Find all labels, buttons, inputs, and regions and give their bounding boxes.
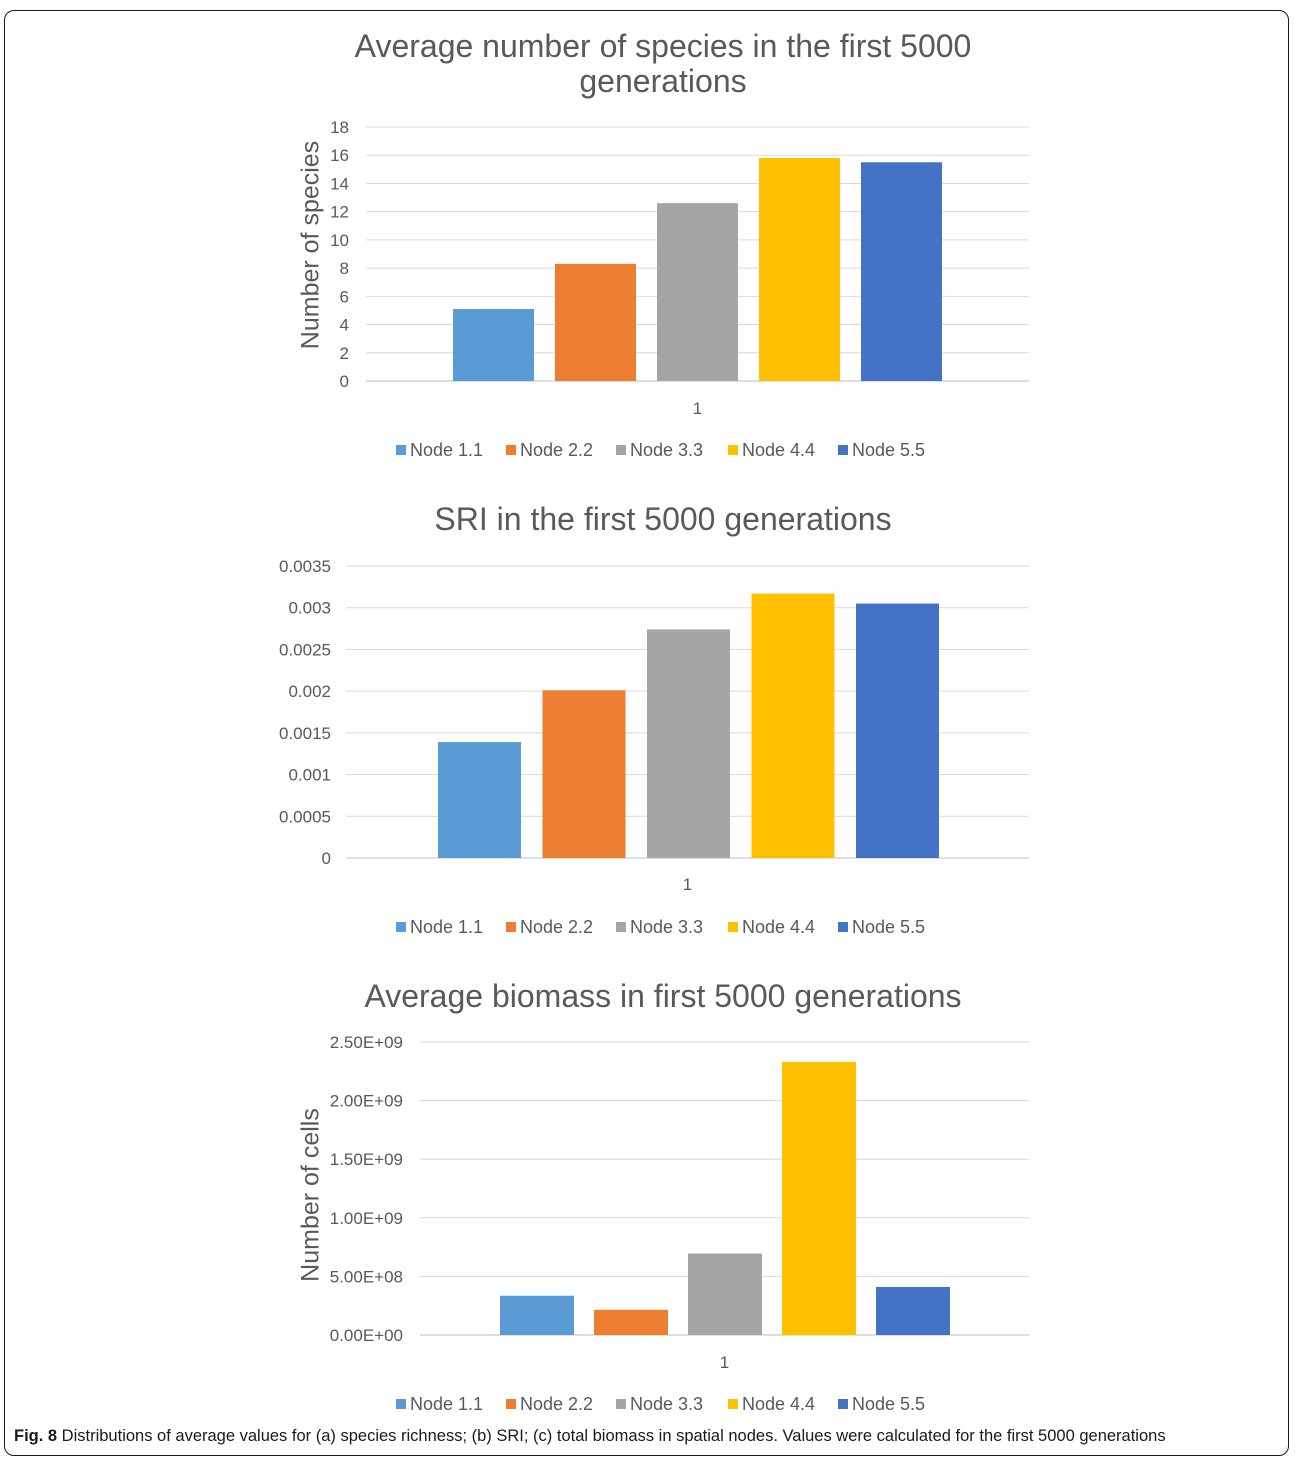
legend-swatch [506, 445, 516, 455]
bar-node-4-4 [782, 1061, 856, 1335]
y-tick-label: 0.001 [288, 766, 331, 785]
chart-title-line: Average biomass in first 5000 generation… [364, 978, 961, 1014]
legend-label: Node 2.2 [520, 917, 593, 937]
bar-node-2-2 [594, 1309, 668, 1335]
bar-node-1-1 [453, 309, 534, 381]
y-tick-label: 0.0005 [279, 807, 331, 826]
y-axis-label: Number of species [297, 141, 325, 349]
legend: Node 1.1 Node 2.2 Node 3.3 Node 4.4 Node 5.5 [396, 1394, 925, 1414]
caption-text: Distributions of average values for (a) … [57, 1427, 1166, 1445]
legend-label: Node 5.5 [852, 917, 925, 937]
y-tick-label: 0.003 [288, 599, 331, 618]
legend-swatch [616, 922, 626, 932]
y-tick-label: 1.50E+09 [330, 1150, 403, 1169]
y-tick-label: 18 [330, 118, 349, 137]
legend-swatch [616, 445, 626, 455]
legend-swatch [396, 1399, 406, 1409]
bar-node-1-1 [438, 742, 521, 858]
chart-2: SRI in the first 5000 generations 0 0.0005… [279, 501, 1029, 937]
legend-label: Node 1.1 [410, 917, 483, 937]
legend-swatch [506, 922, 516, 932]
legend-swatch [838, 922, 848, 932]
x-category-label: 1 [683, 875, 692, 894]
bar-node-4-4 [759, 158, 840, 381]
bar-node-5-5 [861, 162, 942, 381]
bar-node-3-3 [688, 1253, 762, 1335]
bar-node-4-4 [751, 593, 835, 858]
y-tick-label: 0 [340, 372, 349, 391]
legend-label: Node 4.4 [742, 440, 815, 460]
legend-swatch [396, 445, 406, 455]
y-tick-label: 2 [340, 344, 349, 363]
y-tick-label: 12 [330, 203, 349, 222]
y-tick-label: 16 [330, 146, 349, 165]
legend-swatch [396, 922, 406, 932]
legend-label: Node 5.5 [852, 440, 925, 460]
chart-3: Average biomass in first 5000 generation… [297, 978, 1029, 1414]
figure-frame [4, 10, 1289, 1456]
y-tick-label: 0.0025 [279, 640, 331, 659]
legend: Node 1.1 Node 2.2 Node 3.3 Node 4.4 Node 5.5 [396, 440, 925, 460]
chart-title-line: Average number of species in the first 5… [355, 28, 972, 64]
legend-label: Node 3.3 [630, 917, 703, 937]
y-tick-label: 1.00E+09 [330, 1209, 403, 1228]
y-tick-label: 0.0015 [279, 724, 331, 743]
bar-node-3-3 [647, 629, 730, 858]
legend-label: Node 5.5 [852, 1394, 925, 1414]
figure-caption: Fig. 8 Distributions of average values f… [14, 1427, 1284, 1446]
bar-node-5-5 [876, 1286, 950, 1335]
y-tick-label: 0.0035 [279, 557, 331, 576]
y-tick-label: 2.50E+09 [330, 1033, 403, 1052]
legend-label: Node 4.4 [742, 1394, 815, 1414]
bar-node-5-5 [856, 603, 939, 858]
y-tick-label: 10 [330, 231, 349, 250]
y-tick-label: 4 [340, 316, 349, 335]
chart-title-line: SRI in the first 5000 generations [434, 501, 891, 537]
y-tick-label: 0.00E+00 [330, 1326, 403, 1345]
legend-swatch [728, 445, 738, 455]
legend-label: Node 2.2 [520, 1394, 593, 1414]
legend: Node 1.1 Node 2.2 Node 3.3 Node 4.4 Node 5.5 [396, 917, 925, 937]
y-tick-label: 0.002 [288, 682, 331, 701]
bar-node-3-3 [657, 203, 738, 381]
y-tick-label: 0 [322, 849, 331, 868]
legend-label: Node 4.4 [742, 917, 815, 937]
bar-node-2-2 [542, 690, 626, 858]
y-tick-label: 6 [340, 287, 349, 306]
legend-label: Node 1.1 [410, 1394, 483, 1414]
chart-title-line: generations [579, 63, 746, 99]
y-tick-label: 8 [340, 259, 349, 278]
bar-node-2-2 [555, 263, 636, 381]
legend-swatch [838, 445, 848, 455]
y-tick-label: 14 [330, 174, 349, 193]
legend-swatch [728, 922, 738, 932]
y-tick-label: 2.00E+09 [330, 1092, 403, 1111]
x-category-label: 1 [720, 1353, 729, 1372]
legend-swatch [838, 1399, 848, 1409]
legend-label: Node 3.3 [630, 440, 703, 460]
legend-swatch [506, 1399, 516, 1409]
caption-label: Fig. 8 [14, 1427, 58, 1445]
legend-swatch [616, 1399, 626, 1409]
legend-label: Node 1.1 [410, 440, 483, 460]
legend-swatch [728, 1399, 738, 1409]
y-axis-label: Number of cells [297, 1108, 325, 1282]
x-category-label: 1 [693, 399, 702, 418]
legend-label: Node 3.3 [630, 1394, 703, 1414]
chart-1: Average number of species in the first 5… [297, 28, 1029, 460]
legend-label: Node 2.2 [520, 440, 593, 460]
bar-node-1-1 [500, 1295, 574, 1335]
y-tick-label: 5.00E+08 [330, 1267, 403, 1286]
